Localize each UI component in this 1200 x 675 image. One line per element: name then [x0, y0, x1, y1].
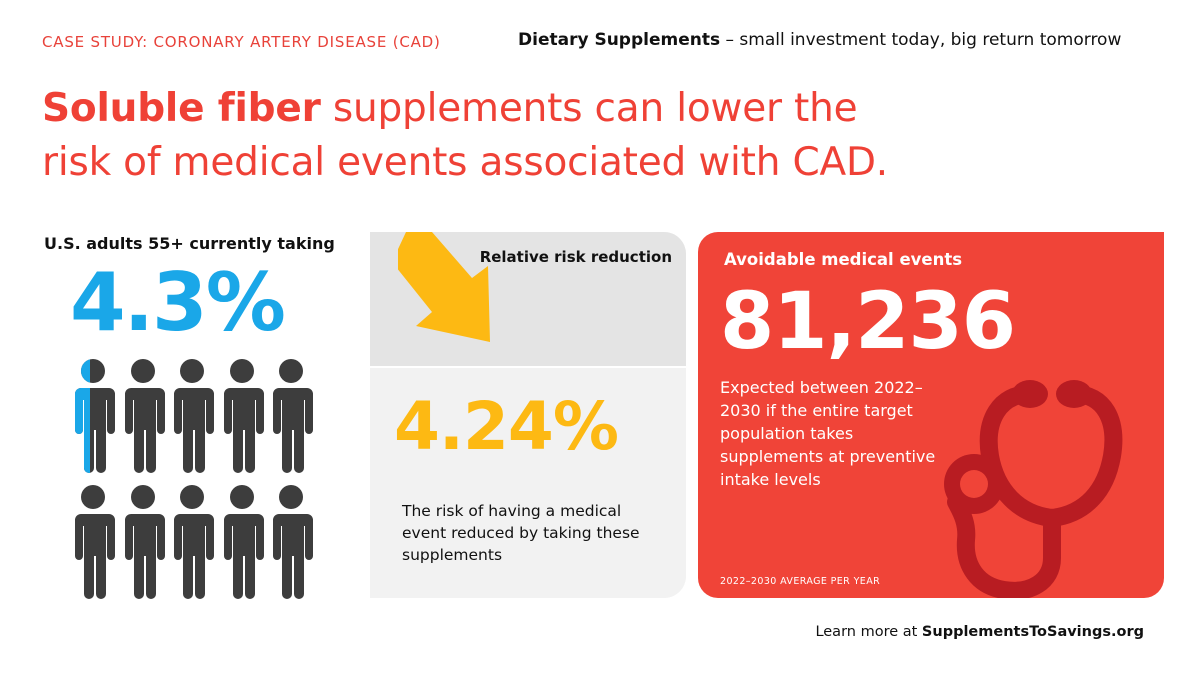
tagline-bold: Dietary Supplements [518, 30, 721, 50]
person-icon [167, 356, 217, 474]
avoidable-events-footnote: 2022–2030 AVERAGE PER YEAR [720, 576, 881, 587]
person-icon [167, 482, 217, 600]
person-icon [118, 482, 168, 600]
arrow-down-icon [398, 232, 490, 342]
headline-line2: risk of medical events associated with C… [42, 140, 888, 185]
footer-link[interactable]: Learn more at SupplementsToSavings.org [815, 624, 1144, 640]
case-study-label: CASE STUDY: CORONARY ARTERY DISEASE (CAD… [42, 33, 441, 51]
headline: Soluble fiber supplements can lower the … [42, 82, 1042, 190]
person-icon [266, 356, 316, 474]
footer-site[interactable]: SupplementsToSavings.org [921, 624, 1144, 640]
headline-line1-rest: supplements can lower the [320, 86, 858, 131]
risk-reduction-panel: Relative risk reduction 4.24% The risk o… [370, 232, 686, 598]
person-icon [266, 482, 316, 600]
people-figures [68, 356, 328, 599]
tagline-rest: – small investment today, big return tom… [720, 30, 1122, 50]
avoidable-events-label: Avoidable medical events [724, 250, 963, 269]
adults-label: U.S. adults 55+ currently taking [44, 234, 335, 253]
person-icon [118, 356, 168, 474]
risk-reduction-description: The risk of having a medical event reduc… [402, 502, 640, 564]
footer-prefix: Learn more at [815, 624, 922, 640]
adults-percent: 4.3% [70, 256, 286, 349]
person-icon [217, 356, 267, 474]
person-icon [217, 482, 267, 600]
person-icon [68, 482, 118, 600]
tagline: Dietary Supplements – small investment t… [518, 30, 1121, 50]
headline-strong: Soluble fiber [42, 86, 321, 131]
avoidable-events-panel: Avoidable medical events 81,236 Expected… [698, 232, 1164, 598]
avoidable-events-value: 81,236 [720, 277, 1016, 367]
panel-divider [370, 366, 686, 368]
risk-reduction-label: Relative risk reduction [479, 248, 672, 266]
avoidable-events-description: Expected between 2022–2030 if the entire… [720, 378, 936, 489]
stethoscope-icon [944, 380, 1123, 598]
risk-reduction-value: 4.24% [394, 388, 619, 465]
risk-panel-bottom [370, 368, 686, 598]
person-icon-highlighted [68, 356, 118, 474]
